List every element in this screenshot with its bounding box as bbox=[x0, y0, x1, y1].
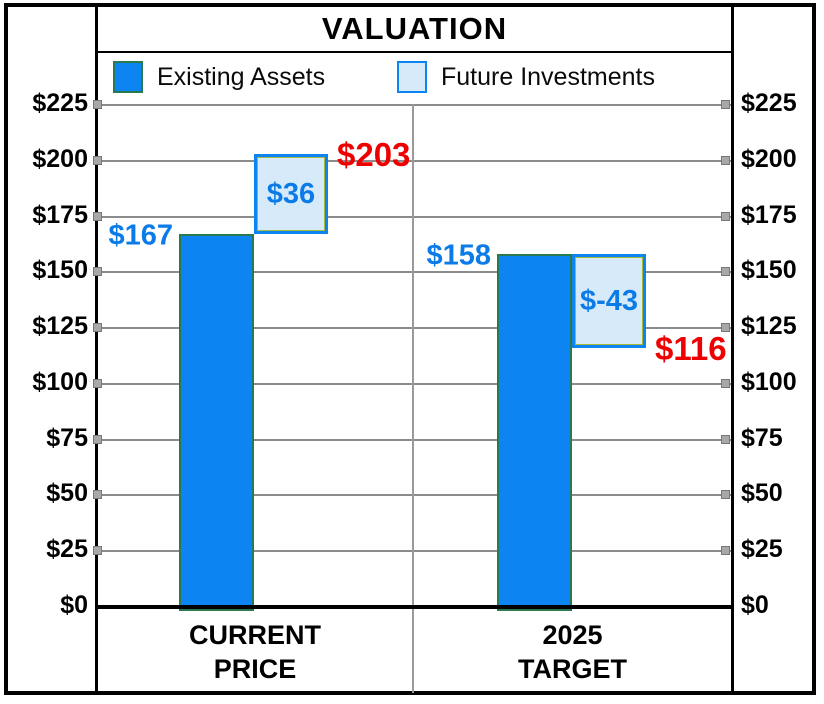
gridline-175 bbox=[98, 216, 731, 218]
gridline-100 bbox=[98, 383, 731, 385]
total-value-label: $203 bbox=[337, 136, 411, 173]
y-axis-label-right: $150 bbox=[741, 256, 797, 284]
tick-marker-right bbox=[721, 267, 730, 276]
y-axis-label-left: $100 bbox=[32, 368, 88, 396]
y-axis-label-left: $25 bbox=[46, 535, 88, 563]
future-value-label: $-43 bbox=[579, 284, 639, 317]
gridline-50 bbox=[98, 494, 731, 496]
y-axis-label-right: $100 bbox=[741, 368, 797, 396]
gridline-75 bbox=[98, 439, 731, 441]
legend-swatch-existing-assets bbox=[113, 61, 143, 93]
legend-label-existing-assets: Existing Assets bbox=[157, 62, 326, 91]
category-line: TARGET bbox=[518, 654, 627, 684]
tick-marker-right bbox=[721, 435, 730, 444]
tick-marker-right bbox=[721, 100, 730, 109]
y-axis-label-left: $175 bbox=[32, 201, 88, 229]
category-line: CURRENT bbox=[189, 620, 321, 650]
category-label-2025-target: 2025 TARGET bbox=[414, 614, 731, 690]
bar-future-investments: $36 bbox=[254, 154, 328, 234]
y-axis-label-left: $200 bbox=[32, 145, 88, 173]
y-axis-label-left: $150 bbox=[32, 256, 88, 284]
y-axis-label-left: $75 bbox=[46, 424, 88, 452]
gridline-225 bbox=[98, 104, 731, 106]
tick-marker-left bbox=[93, 435, 102, 444]
y-axis-label-right: $50 bbox=[741, 479, 783, 507]
y-axis-label-left: $50 bbox=[46, 479, 88, 507]
bar-future-investments: $-43 bbox=[572, 254, 646, 348]
tick-marker-right bbox=[721, 156, 730, 165]
tick-marker-right bbox=[721, 490, 730, 499]
chart-title: VALUATION bbox=[321, 11, 508, 46]
y-axis-label-right: $175 bbox=[741, 201, 797, 229]
y-axis-label-right: $0 bbox=[741, 591, 769, 619]
outer-frame bbox=[4, 3, 816, 695]
y-axis-label-right: $125 bbox=[741, 312, 797, 340]
total-value-label: $116 bbox=[655, 330, 727, 367]
tick-marker-right bbox=[721, 323, 730, 332]
plot-border-right bbox=[731, 4, 734, 692]
bar-existing-assets bbox=[179, 234, 254, 611]
bar-existing-assets bbox=[497, 254, 572, 611]
existing-value-label: $167 bbox=[108, 219, 173, 252]
gridline-200 bbox=[98, 160, 731, 162]
tick-marker-left bbox=[93, 546, 102, 555]
legend-item-existing-assets: Existing Assets bbox=[113, 59, 325, 95]
y-axis-label-right: $225 bbox=[741, 89, 797, 117]
tick-marker-right bbox=[721, 546, 730, 555]
tick-marker-left bbox=[93, 267, 102, 276]
legend-swatch-future-investments bbox=[397, 61, 427, 93]
tick-marker-left bbox=[93, 156, 102, 165]
y-axis-label-right: $200 bbox=[741, 145, 797, 173]
category-line: PRICE bbox=[213, 654, 297, 684]
category-divider-line bbox=[412, 104, 414, 693]
legend-item-future-investments: Future Investments bbox=[397, 59, 655, 95]
y-axis-label-left: $125 bbox=[32, 312, 88, 340]
tick-marker-left bbox=[93, 212, 102, 221]
tick-marker-right bbox=[721, 212, 730, 221]
tick-marker-left bbox=[93, 100, 102, 109]
title-underline bbox=[95, 51, 734, 53]
tick-marker-left bbox=[93, 323, 102, 332]
plot-border-left bbox=[95, 4, 98, 692]
tick-marker-left bbox=[93, 490, 102, 499]
y-axis-label-right: $25 bbox=[741, 535, 783, 563]
category-line: 2025 bbox=[542, 620, 603, 650]
gridline-150 bbox=[98, 271, 731, 273]
gridline-125 bbox=[98, 327, 731, 329]
category-label-current-price: CURRENT PRICE bbox=[98, 614, 412, 690]
existing-value-label: $158 bbox=[426, 239, 491, 272]
y-axis-label-left: $0 bbox=[60, 591, 88, 619]
future-value-label: $36 bbox=[266, 177, 316, 210]
legend-label-future-investments: Future Investments bbox=[441, 62, 655, 91]
tick-marker-left bbox=[93, 379, 102, 388]
tick-marker-right bbox=[721, 379, 730, 388]
y-axis-label-left: $225 bbox=[32, 89, 88, 117]
gridline-25 bbox=[98, 550, 731, 552]
x-axis-line bbox=[95, 605, 734, 609]
y-axis-label-right: $75 bbox=[741, 424, 783, 452]
